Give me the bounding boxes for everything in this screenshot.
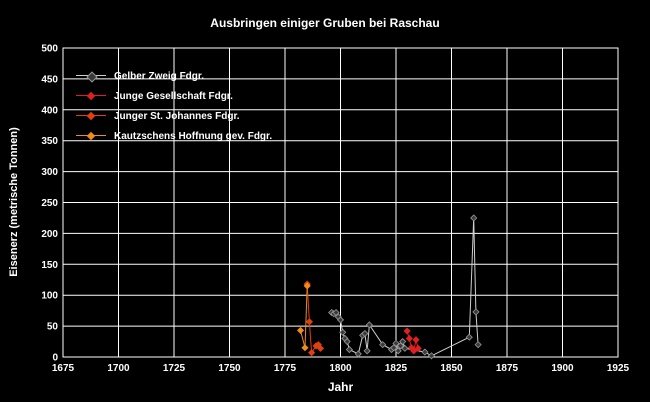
legend-swatch-3: [76, 111, 106, 121]
data-point: [474, 341, 482, 349]
data-point: [361, 329, 369, 338]
data-point: [379, 341, 387, 349]
x-tick-label: 1700: [107, 363, 130, 374]
legend-item-1: Gelber Zweig Fdgr.: [76, 66, 272, 86]
data-point: [296, 326, 305, 334]
data-point: [339, 328, 347, 336]
legend-item-4: Kautzschens Hoffnung gev. Fdgr.: [76, 126, 272, 146]
data-point: [316, 344, 325, 352]
legend-label-3: Junger St. Johannes Fdgr.: [114, 110, 240, 122]
y-tick-label: 500: [41, 44, 58, 55]
x-tick-label: 1925: [607, 363, 630, 374]
y-tick-label: 350: [41, 136, 58, 147]
x-axis-label: Jahr: [327, 380, 354, 394]
data-point: [427, 352, 436, 360]
x-tick-label: 1750: [218, 363, 241, 374]
data-point: [412, 336, 420, 344]
data-point: [363, 347, 371, 355]
legend-item-2: Junge Gesellschaft Fdgr.: [76, 86, 272, 106]
series-layer: [296, 214, 482, 360]
x-tick-label: 1675: [52, 363, 75, 374]
data-point: [345, 346, 353, 354]
x-tick-label: 1875: [496, 363, 519, 374]
data-point: [343, 337, 351, 346]
legend-item-3: Junger St. Johannes Fdgr.: [76, 106, 272, 126]
data-point: [336, 316, 345, 324]
data-point: [303, 282, 311, 290]
y-tick-label: 200: [41, 229, 58, 240]
y-tick-label: 50: [47, 322, 59, 333]
y-tick-label: 0: [52, 353, 58, 364]
y-tick-label: 100: [41, 291, 58, 302]
x-tick-label: 1900: [551, 363, 574, 374]
y-axis-label: Eisenerz (metrische Tonnen): [8, 127, 20, 277]
data-point: [365, 321, 373, 329]
legend-swatch-2: [76, 91, 106, 101]
x-tick-label: 1850: [440, 363, 463, 374]
legend-label-2: Junge Gesellschaft Fdgr.: [114, 90, 233, 102]
data-point: [470, 214, 478, 222]
data-point: [410, 347, 418, 355]
data-point: [403, 327, 411, 335]
x-tick-label: 1775: [274, 363, 297, 374]
data-point: [392, 339, 400, 347]
data-point: [405, 334, 413, 343]
x-tick-label: 1725: [163, 363, 186, 374]
legend-swatch-1: [76, 71, 106, 83]
data-point: [414, 344, 422, 352]
data-point: [472, 308, 480, 316]
y-tick-label: 400: [41, 105, 58, 116]
legend: Gelber Zweig Fdgr. Junge Gesellschaft Fd…: [76, 66, 272, 146]
chart-title: Ausbringen einiger Gruben bei Raschau: [210, 16, 440, 30]
legend-label-4: Kautzschens Hoffnung gev. Fdgr.: [114, 130, 273, 142]
data-point: [301, 344, 309, 352]
data-point: [401, 344, 409, 352]
data-point: [394, 347, 402, 355]
y-tick-label: 250: [41, 198, 58, 209]
data-point: [305, 318, 313, 326]
data-point: [465, 333, 473, 341]
legend-swatch-4: [76, 131, 106, 141]
y-tick-label: 450: [41, 74, 58, 85]
data-point: [399, 337, 407, 346]
y-tick-label: 150: [41, 260, 58, 271]
data-point: [354, 350, 362, 358]
legend-label-1: Gelber Zweig Fdgr.: [114, 70, 205, 82]
data-point: [421, 348, 429, 356]
y-tick-label: 300: [41, 167, 58, 178]
series-line-1: [331, 217, 479, 357]
x-tick-label: 1800: [329, 363, 352, 374]
data-point: [308, 349, 316, 357]
x-tick-label: 1825: [385, 363, 408, 374]
plot-frame: [62, 47, 619, 358]
axes: 1675 1700 1725 1750 1775 1800 1825 1850 1875 1900…: [41, 44, 629, 375]
